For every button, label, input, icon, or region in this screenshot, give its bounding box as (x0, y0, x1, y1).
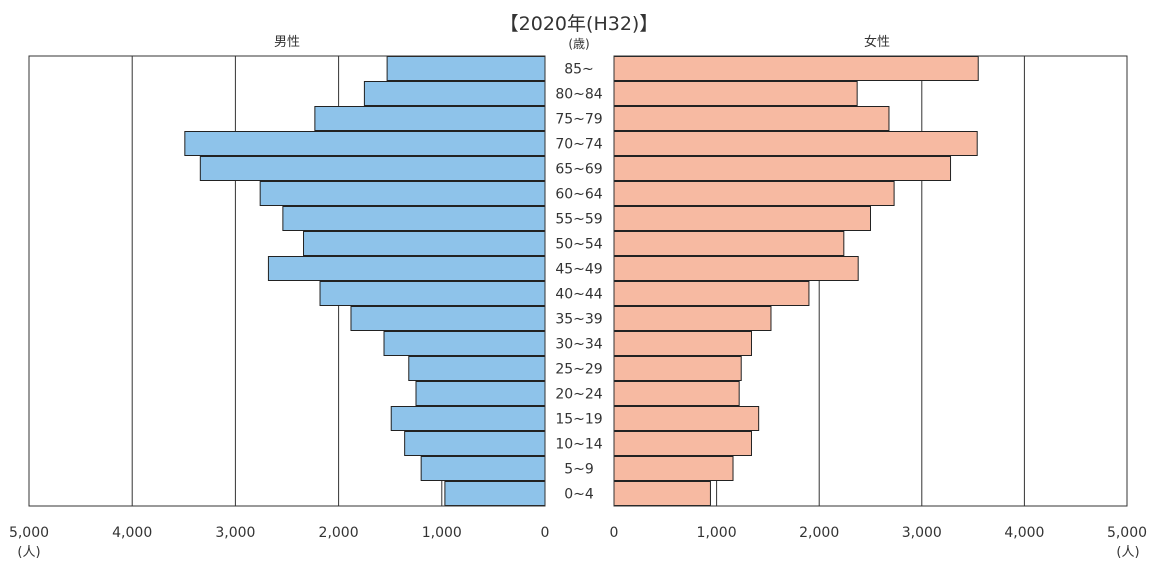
bar-female (613, 331, 752, 356)
bar-layer (184, 56, 979, 506)
female-label: 女性 (864, 34, 890, 50)
age-category-label: 45~49 (555, 262, 602, 278)
bar-male (199, 156, 546, 181)
bar-male (415, 381, 546, 406)
bar-female (613, 406, 760, 431)
x-tick-label-female: 5,000 (1107, 525, 1147, 541)
age-category-label: 60~64 (555, 187, 602, 203)
age-category-label: 50~54 (555, 237, 602, 253)
left-plot-frame (28, 55, 546, 507)
bar-female (613, 356, 742, 381)
age-category-label: 15~19 (555, 412, 602, 428)
x-tick-labels: 5,000 4,000 3,000 2,000 1,000 0 0 1,000 2,000 3,0… (9, 525, 1147, 541)
bar-female (613, 81, 858, 106)
bar-male (444, 481, 546, 506)
male-label: 男性 (274, 35, 300, 50)
age-category-label: 25~29 (555, 362, 602, 378)
bar-female (613, 106, 890, 131)
age-category-label: 85~ (564, 62, 594, 78)
bar-female (613, 231, 845, 256)
bar-female (613, 56, 979, 81)
x-tick-label-male: 5,000 (9, 525, 49, 541)
age-category-label: 65~69 (555, 162, 602, 178)
bar-male (267, 256, 546, 281)
age-category-labels: 85~ 80~84 75~79 70~74 65~69 60~64 55~59 50~54 45… (555, 62, 602, 503)
right-plot-frame (613, 55, 1128, 507)
bar-female (613, 306, 772, 331)
bar-female (613, 481, 711, 506)
people-unit-right: (人) (1116, 545, 1139, 560)
bar-male (404, 431, 546, 456)
x-tick-label-male: 4,000 (112, 525, 152, 541)
x-tick-label-female: 4,000 (1004, 525, 1044, 541)
bar-female (613, 456, 734, 481)
age-category-label: 20~24 (555, 387, 602, 403)
age-category-label: 10~14 (555, 437, 602, 453)
age-unit-label: (歳) (568, 37, 589, 51)
bar-male (184, 131, 546, 156)
age-category-label: 35~39 (555, 312, 602, 328)
bar-male (350, 306, 546, 331)
bar-male (390, 406, 546, 431)
age-category-label: 70~74 (555, 137, 602, 153)
bar-male (386, 56, 546, 81)
x-tick-label-male: 3,000 (215, 525, 255, 541)
x-tick-label-female: 3,000 (902, 525, 942, 541)
bar-male (319, 281, 546, 306)
people-unit-left: (人) (17, 545, 40, 560)
chart-title: 【2020年(H32)】 (500, 13, 659, 35)
x-tick-label-male: 2,000 (319, 525, 359, 541)
age-category-label: 30~34 (555, 337, 602, 353)
bar-female (613, 206, 871, 231)
x-tick-label-male: 0 (541, 525, 550, 541)
age-category-label: 40~44 (555, 287, 602, 303)
bar-male (408, 356, 546, 381)
bar-female (613, 131, 978, 156)
x-tick-label-female: 1,000 (697, 525, 737, 541)
age-category-label: 0~4 (564, 487, 594, 503)
bar-female (613, 256, 859, 281)
age-category-label: 75~79 (555, 112, 602, 128)
age-category-label: 55~59 (555, 212, 602, 228)
x-tick-label-female: 2,000 (799, 525, 839, 541)
bar-male (420, 456, 546, 481)
x-tick-label-female: 0 (610, 525, 619, 541)
bar-male (314, 106, 546, 131)
bar-male (363, 81, 546, 106)
bar-male (282, 206, 546, 231)
age-category-label: 80~84 (555, 87, 602, 103)
x-tick-label-male: 1,000 (422, 525, 462, 541)
bar-male (383, 331, 546, 356)
bar-male (303, 231, 546, 256)
age-category-label: 5~9 (564, 462, 594, 478)
bar-female (613, 181, 895, 206)
bar-female (613, 381, 740, 406)
bar-male (259, 181, 546, 206)
bar-female (613, 156, 952, 181)
bar-female (613, 281, 810, 306)
bar-female (613, 431, 752, 456)
